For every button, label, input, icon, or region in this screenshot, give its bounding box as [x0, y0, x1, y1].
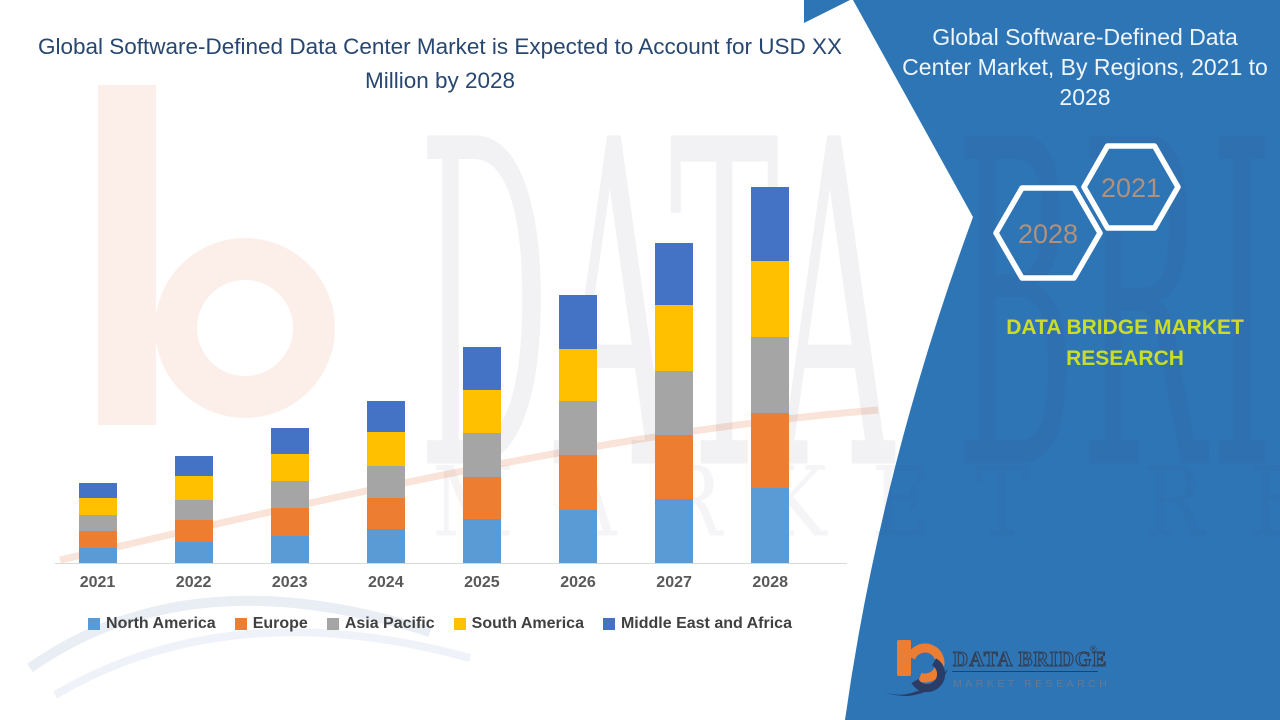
legend-item-south-america: South America	[453, 615, 584, 633]
x-axis-label-2025: 2025	[464, 574, 500, 591]
bar-segment-europe	[462, 477, 501, 519]
logo-b-stem	[897, 640, 911, 676]
bar-segment-south-america	[174, 476, 213, 500]
bar-segment-asia-pacific	[174, 500, 213, 520]
legend-item-north-america: North America	[88, 615, 216, 633]
bar-segment-asia-pacific	[78, 515, 117, 531]
logo-tagline: MARKET RESEARCH	[953, 678, 1110, 690]
blue-corner-triangle	[804, 0, 850, 23]
legend-swatch	[234, 618, 247, 630]
hexagon-2021-label: 2021	[1101, 173, 1161, 203]
legend-item-middle-east-and-africa: Middle East and Africa	[602, 615, 792, 633]
bar-segment-asia-pacific	[655, 371, 694, 435]
logo-b-bowl-orange	[906, 643, 945, 683]
bar-segment-north-america	[559, 510, 597, 563]
bar-segment-europe	[174, 520, 213, 542]
data-bridge-logo: DATA BRIDGE ® MARKET RESEARCH	[884, 640, 1110, 696]
hexagon-2028-badge	[993, 185, 1103, 281]
bar-segment-middle-east-and-africa	[559, 295, 597, 349]
bar-segment-europe	[559, 455, 597, 510]
bar-segment-europe	[751, 413, 790, 488]
x-axis-label-2026: 2026	[560, 574, 596, 591]
bar-segment-middle-east-and-africa	[174, 456, 213, 476]
bar-segment-asia-pacific	[751, 337, 790, 413]
x-axis-label-2024: 2024	[368, 574, 404, 591]
panel-brand-text: DATA BRIDGE MARKET RESEARCH	[1006, 316, 1244, 370]
legend-swatch	[88, 618, 101, 630]
bar-segment-middle-east-and-africa	[366, 401, 405, 432]
bar-segment-middle-east-and-africa	[655, 243, 694, 305]
x-axis-label-2022: 2022	[175, 574, 212, 591]
bar-segment-north-america	[366, 529, 405, 563]
legend-label: Middle East and Africa	[620, 615, 792, 632]
legend-item-europe: Europe	[234, 615, 308, 633]
bar-segment-middle-east-and-africa	[78, 483, 117, 498]
bar-segment-europe	[270, 508, 309, 536]
bar-segment-middle-east-and-africa	[751, 187, 790, 261]
legend-label: North America	[106, 615, 216, 632]
x-axis-label-2023: 2023	[271, 574, 308, 591]
chart-title: Global Software-Defined Data Center Mark…	[37, 34, 843, 93]
bar-segment-south-america	[559, 349, 597, 401]
bar-segment-south-america	[78, 498, 117, 515]
x-axis-label-2021: 2021	[79, 574, 116, 591]
bar-segment-europe	[78, 531, 117, 548]
legend-label: Asia Pacific	[344, 615, 435, 632]
bar-segment-north-america	[270, 536, 309, 563]
bar-segment-north-america	[655, 499, 694, 563]
bar-segment-south-america	[655, 305, 694, 371]
bar-segment-asia-pacific	[559, 401, 597, 455]
logo-wordmark: DATA BRIDGE	[953, 647, 1107, 671]
bar-segment-north-america	[462, 519, 501, 563]
bar-segment-europe	[366, 498, 405, 529]
bar-segment-asia-pacific	[366, 466, 405, 498]
bar-segment-south-america	[366, 432, 405, 466]
panel-title: Global Software-Defined Data Center Mark…	[902, 24, 1268, 110]
bar-segment-south-america	[270, 454, 309, 481]
legend-label: South America	[471, 615, 584, 632]
bar-segment-north-america	[78, 548, 117, 563]
bar-segment-north-america	[751, 488, 790, 563]
bar-segment-middle-east-and-africa	[462, 347, 501, 390]
bar-segment-south-america	[751, 261, 790, 337]
bar-segment-north-america	[174, 542, 213, 563]
gray-arc-watermark	[27, 595, 472, 699]
x-axis-label-2028: 2028	[752, 574, 788, 591]
legend-swatch	[326, 618, 339, 630]
logo-registered-mark: ®	[1090, 644, 1097, 654]
chart-legend: North America Europe Asia Pacific South Ame…	[40, 615, 840, 633]
hexagon-2028-label: 2028	[1018, 219, 1078, 249]
x-axis-label-2027: 2027	[656, 574, 692, 591]
hexagon-2021-badge	[1081, 143, 1181, 231]
legend-item-asia-pacific: Asia Pacific	[326, 615, 435, 633]
bar-segment-south-america	[462, 390, 501, 433]
bar-segment-asia-pacific	[270, 481, 309, 508]
logo-swoosh	[884, 669, 948, 696]
legend-swatch	[453, 618, 466, 630]
x-axis-line	[55, 563, 847, 564]
legend-swatch	[602, 618, 615, 630]
bar-segment-asia-pacific	[462, 433, 501, 477]
bar-segment-middle-east-and-africa	[270, 428, 309, 454]
legend-label: Europe	[252, 615, 308, 632]
bar-segment-europe	[655, 435, 694, 499]
